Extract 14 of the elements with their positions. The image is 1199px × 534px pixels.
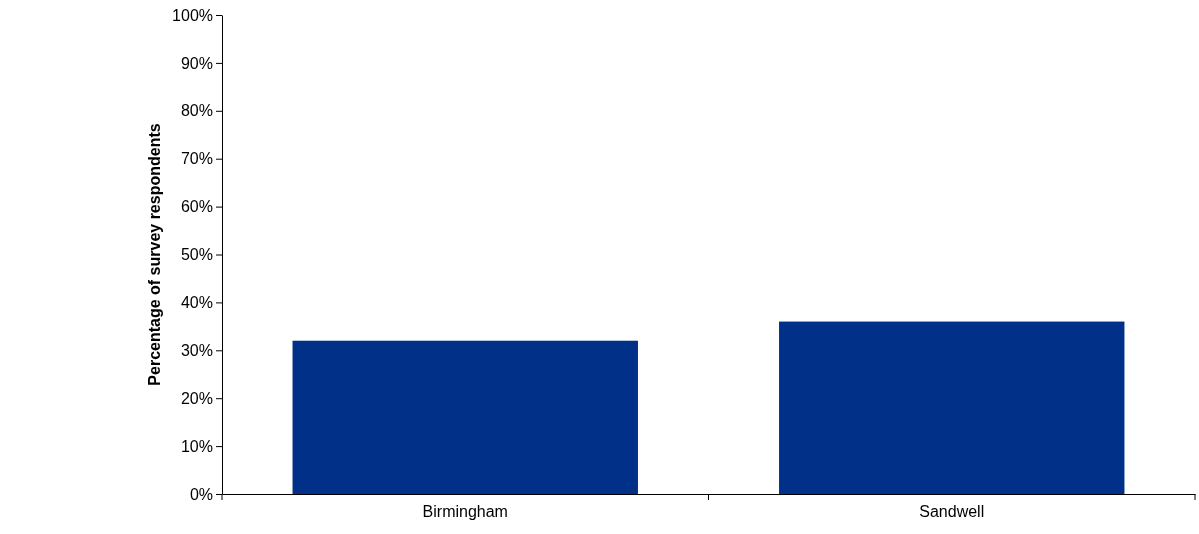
y-tick-label: 80% xyxy=(180,102,213,120)
x-tick-label: Birmingham xyxy=(422,503,508,521)
y-tick-label: 60% xyxy=(180,198,213,216)
y-tick-label: 10% xyxy=(180,437,213,455)
y-tick-label: 0% xyxy=(189,485,213,503)
y-tick-label: 30% xyxy=(180,341,213,359)
y-tick-label: 90% xyxy=(180,54,213,72)
y-tick-label: 20% xyxy=(180,389,213,407)
y-tick-label: 40% xyxy=(180,294,213,312)
x-tick-label: Sandwell xyxy=(919,503,985,521)
y-axis-title: Percentage of survey respondents xyxy=(146,123,163,386)
y-tick-label: 70% xyxy=(180,150,213,168)
y-tick-label: 100% xyxy=(172,6,213,24)
y-tick-label: 50% xyxy=(180,246,213,264)
